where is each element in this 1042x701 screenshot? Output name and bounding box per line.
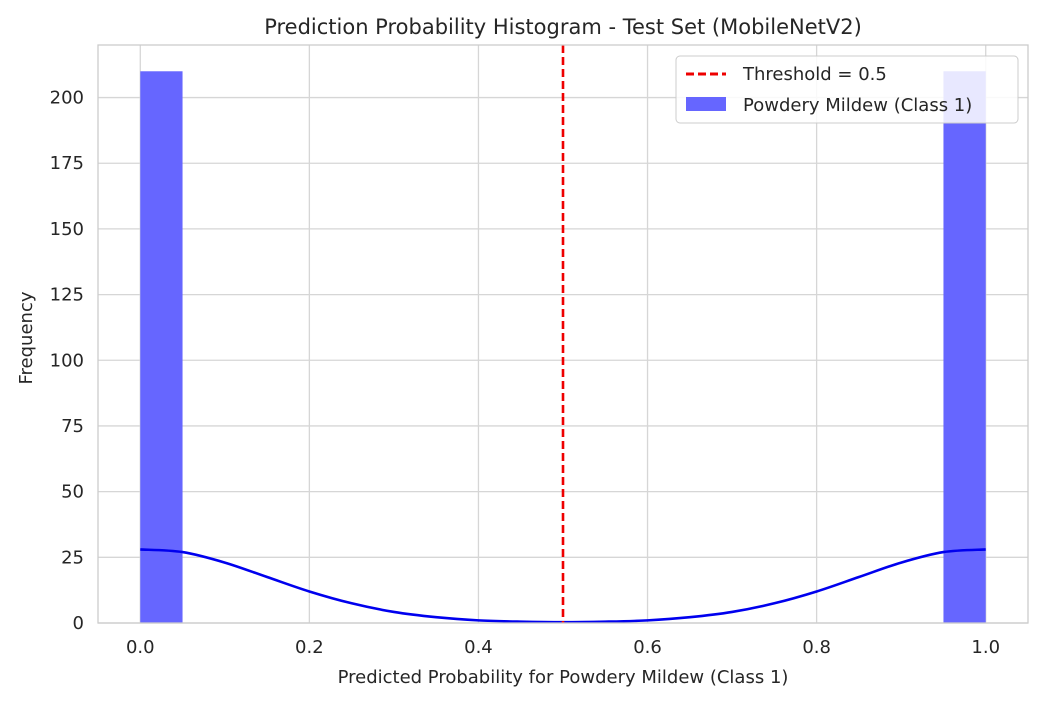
y-tick-label: 200: [50, 88, 84, 109]
x-axis-label: Predicted Probability for Powdery Mildew…: [338, 667, 789, 688]
y-tick-label: 150: [50, 219, 84, 240]
x-tick-label: 0.0: [126, 637, 155, 658]
x-tick-label: 0.4: [464, 637, 493, 658]
x-tick-label: 0.8: [802, 637, 831, 658]
histogram-bar: [943, 71, 986, 624]
y-tick-label: 0: [73, 613, 84, 634]
y-tick-label: 125: [50, 285, 84, 306]
legend-threshold-label: Threshold = 0.5: [742, 64, 887, 85]
legend-box: [675, 55, 1019, 124]
x-tick-label: 0.2: [295, 637, 324, 658]
legend-class1-swatch: [686, 97, 726, 111]
y-tick-label: 25: [61, 547, 84, 568]
x-tick-label: 1.0: [971, 637, 1000, 658]
axes-frame: [97, 44, 1029, 624]
histogram-bars: [140, 71, 986, 624]
x-tick-labels: 0.0 0.2 0.4 0.6 0.8 1.0: [126, 637, 1000, 658]
y-tick-label: 100: [50, 350, 84, 371]
legend-class1-label: Powdery Mildew (Class 1): [743, 95, 972, 116]
y-tick-label: 50: [61, 482, 84, 503]
y-tick-label: 75: [61, 416, 84, 437]
y-tick-label: 175: [50, 153, 84, 174]
y-tick-labels: 0 25 50 75 100 125 150 175 200: [50, 88, 84, 634]
chart-title: Prediction Probability Histogram - Test …: [264, 15, 862, 39]
histogram-bar: [140, 71, 183, 624]
legend: Threshold = 0.5 Powdery Mildew (Class 1): [675, 55, 1019, 124]
y-axis-label: Frequency: [16, 291, 37, 384]
x-tick-label: 0.6: [633, 637, 662, 658]
